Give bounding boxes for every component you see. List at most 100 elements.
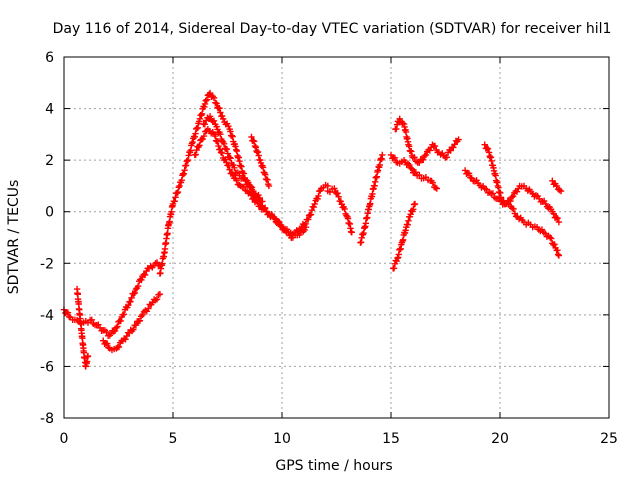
y-tick-label: -4 <box>40 308 54 324</box>
data-point <box>259 164 267 171</box>
data-point <box>265 182 273 190</box>
data-point <box>396 115 403 123</box>
data-point <box>217 130 224 138</box>
data-point <box>554 215 561 222</box>
data-point <box>153 259 161 266</box>
data-point <box>198 112 205 119</box>
y-tick-label: -8 <box>40 411 54 427</box>
series-track-o <box>549 177 565 195</box>
data-point <box>275 218 282 225</box>
data-point <box>408 165 416 173</box>
data-point <box>310 203 317 211</box>
series-track-c <box>100 291 164 354</box>
data-point <box>233 177 240 184</box>
data-point <box>484 145 492 153</box>
series-track-h <box>324 185 355 236</box>
data-point <box>404 160 412 167</box>
data-point <box>252 144 260 151</box>
data-point <box>264 176 271 184</box>
data-point <box>410 206 417 213</box>
data-point <box>422 151 430 159</box>
data-point <box>156 291 164 298</box>
data-point <box>315 192 322 200</box>
data-point <box>194 124 201 132</box>
series-track-k <box>392 115 462 166</box>
data-point <box>411 154 418 161</box>
data-point <box>64 309 72 316</box>
series-track-m <box>461 167 563 259</box>
data-point <box>213 123 220 130</box>
data-point <box>136 317 144 324</box>
data-point <box>153 295 161 303</box>
data-point <box>214 138 221 145</box>
data-point <box>232 143 239 150</box>
data-point <box>443 153 451 161</box>
y-tick-label: -2 <box>40 256 54 272</box>
data-point <box>226 166 233 173</box>
data-point <box>203 96 210 103</box>
data-point <box>553 214 560 221</box>
data-point <box>509 193 517 200</box>
data-point <box>553 182 560 190</box>
data-point <box>192 130 199 137</box>
data-point <box>549 177 556 184</box>
data-point <box>483 186 490 193</box>
data-point <box>210 94 218 102</box>
data-point <box>550 210 557 217</box>
data-point <box>262 171 269 178</box>
series-track-l <box>387 151 440 192</box>
data-point <box>234 169 242 176</box>
y-tick-label: 2 <box>45 153 54 169</box>
data-point <box>510 205 517 213</box>
data-point <box>247 192 255 199</box>
data-point <box>229 133 236 140</box>
data-point <box>407 164 414 172</box>
data-point <box>227 128 234 135</box>
x-tick-label: 20 <box>491 431 509 447</box>
data-point <box>128 294 135 302</box>
data-point <box>311 200 318 208</box>
data-point <box>192 151 199 158</box>
data-point <box>227 155 234 162</box>
data-point <box>420 156 427 164</box>
data-point <box>217 109 224 116</box>
data-point <box>337 198 345 205</box>
data-point <box>250 137 257 144</box>
data-point <box>216 146 224 153</box>
data-point <box>200 132 208 140</box>
data-point <box>391 154 399 162</box>
data-point <box>115 343 123 351</box>
data-point <box>379 151 386 159</box>
data-point <box>223 145 231 153</box>
y-axis-label: SDTVAR / TECUs <box>6 180 22 295</box>
data-point <box>465 170 473 177</box>
data-point <box>223 159 230 166</box>
data-point <box>88 316 95 324</box>
data-point <box>180 170 188 178</box>
data-point <box>210 117 218 124</box>
data-point <box>191 133 198 141</box>
grid <box>64 57 609 418</box>
data-point <box>404 221 411 228</box>
data-point <box>254 148 262 156</box>
data-point <box>114 323 121 330</box>
series-track-j <box>389 200 419 272</box>
data-point <box>251 142 259 150</box>
data-point <box>199 135 206 143</box>
y-tick-label: 6 <box>45 50 54 66</box>
series-track-i <box>357 151 386 246</box>
data-point <box>84 352 92 360</box>
data-point <box>178 177 185 184</box>
data-point <box>412 169 420 176</box>
data-point <box>130 326 137 333</box>
data-point <box>416 171 423 179</box>
data-point <box>110 328 117 335</box>
data-point <box>117 317 124 325</box>
data-point <box>212 132 219 140</box>
data-point <box>134 282 142 290</box>
axis-ticks <box>63 56 610 419</box>
data-point <box>302 223 310 231</box>
data-point <box>408 148 415 155</box>
data-point <box>196 142 203 149</box>
